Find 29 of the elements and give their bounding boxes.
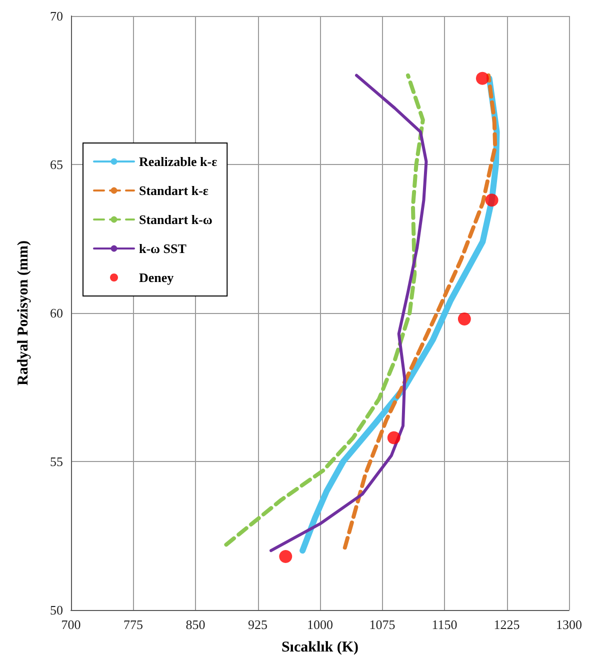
x-tick-label: 775 (124, 617, 143, 632)
x-tick-label: 1300 (556, 617, 582, 632)
x-tick-label: 700 (61, 617, 81, 632)
x-tick-label: 1075 (369, 617, 396, 632)
x-tick-label: 1150 (432, 617, 458, 632)
x-tick-label: 1225 (494, 617, 520, 632)
line-series (224, 73, 425, 547)
line-series (342, 73, 498, 550)
point (279, 550, 292, 564)
x-tick-label: 1000 (307, 617, 333, 632)
x-tick-label: 925 (248, 617, 268, 632)
legend-label: Realizable k-ε (139, 154, 218, 169)
legend-label: Deney (139, 270, 174, 285)
y-tick-label: 55 (50, 454, 63, 469)
line-series (270, 74, 428, 552)
y-tick-label: 70 (50, 8, 63, 24)
point (476, 72, 489, 85)
x-tick-label: 850 (186, 617, 206, 632)
y-tick-label: 65 (50, 157, 63, 172)
point (458, 312, 471, 326)
point (485, 194, 498, 207)
legend-label: Standart k-ω (139, 212, 212, 227)
legend-label: Standart k-ε (139, 183, 209, 198)
x-axis-title: Sıcaklık (K) (281, 640, 359, 656)
y-tick-label: 50 (50, 602, 63, 618)
point (387, 431, 400, 444)
legend-label: k-ω SST (139, 241, 187, 256)
y-tick-label: 60 (50, 306, 63, 320)
y-axis-title: Radyal Pozisyon (mm) (16, 240, 32, 386)
